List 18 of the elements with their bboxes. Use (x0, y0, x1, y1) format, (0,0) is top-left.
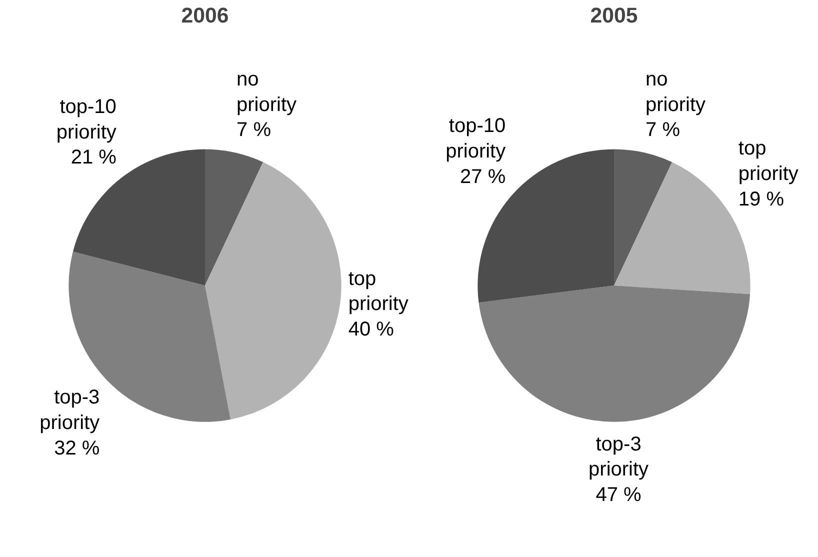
data-label: 32 % (54, 437, 100, 460)
chart-title: 2006 (181, 4, 229, 28)
data-label: 19 % (738, 188, 784, 210)
data-label: 47 % (596, 484, 642, 506)
data-label: 27 % (460, 166, 506, 188)
slice-label: top priority (738, 138, 798, 185)
slice-label: top-3 priority (588, 433, 649, 481)
chart-title: 2005 (590, 4, 638, 28)
data-label: 7 % (646, 119, 680, 142)
slice-label: top priority (348, 268, 408, 316)
slice-label: top-10 priority (56, 96, 116, 144)
data-label: 21 % (70, 146, 117, 169)
slice-label: top-10 priority (446, 115, 506, 162)
data-label: 40 % (348, 318, 394, 340)
data-label: 7 % (236, 119, 272, 142)
slice-label: top-3 priority (40, 386, 100, 434)
slice-label: no priority (236, 68, 297, 116)
slice-label: no priority (646, 68, 706, 116)
